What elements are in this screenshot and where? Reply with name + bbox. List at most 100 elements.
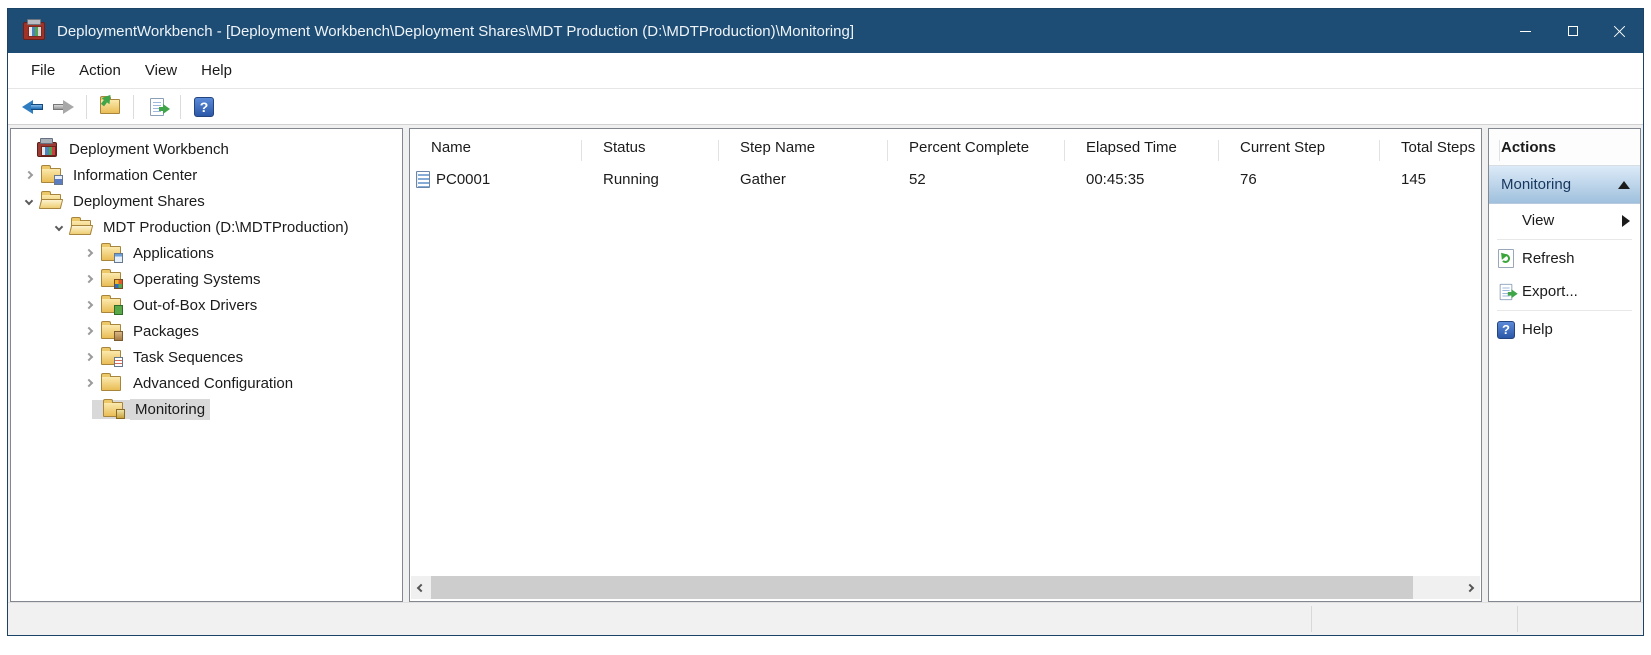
folder-drivers-icon <box>101 294 123 315</box>
tree-item-operating-systems[interactable]: Operating Systems <box>11 266 402 292</box>
refresh-icon <box>1498 249 1514 268</box>
action-view[interactable]: View <box>1489 204 1640 237</box>
action-refresh[interactable]: Refresh <box>1489 242 1640 275</box>
back-button[interactable] <box>18 93 48 121</box>
actions-separator <box>1497 239 1632 240</box>
chevron-right-icon[interactable] <box>84 352 94 362</box>
list-header: Name Status Step Name Percent Complete E… <box>410 129 1500 166</box>
export-icon <box>1499 283 1518 300</box>
folder-packages-icon <box>101 320 123 341</box>
computer-item-icon <box>416 171 430 188</box>
toolbar-separator <box>180 94 181 119</box>
column-header-elapsed-time[interactable]: Elapsed Time <box>1065 129 1219 166</box>
chevron-down-icon[interactable] <box>54 222 64 232</box>
scroll-right-button[interactable] <box>1460 576 1480 599</box>
cell-current-step: 76 <box>1240 171 1257 188</box>
up-one-level-button[interactable] <box>95 91 125 121</box>
cell-elapsed-time: 00:45:35 <box>1086 171 1145 188</box>
folder-plain-icon <box>101 372 121 391</box>
up-folder-icon <box>100 91 120 114</box>
back-arrow-icon <box>21 99 45 114</box>
folder-applications-icon <box>101 242 123 263</box>
scroll-right-icon <box>1465 583 1475 592</box>
open-folder-icon <box>41 190 61 209</box>
scroll-left-button[interactable] <box>411 576 431 599</box>
console-tree-pane: Deployment Workbench Information Center … <box>10 128 403 602</box>
folder-info-icon <box>41 164 63 185</box>
titlebar: DeploymentWorkbench - [Deployment Workbe… <box>8 9 1643 53</box>
menu-file[interactable]: File <box>31 62 56 79</box>
chevron-right-icon[interactable] <box>84 300 94 310</box>
help-button[interactable]: ? <box>189 93 219 121</box>
tree-item-monitoring[interactable]: Monitoring <box>11 396 402 422</box>
scrollbar-thumb[interactable] <box>431 576 1413 599</box>
collapse-group-icon[interactable] <box>1618 180 1630 189</box>
chevron-right-icon[interactable] <box>84 248 94 258</box>
export-list-icon <box>150 97 170 116</box>
actions-pane: Actions Monitoring View Refresh Export..… <box>1488 128 1641 602</box>
column-header-percent-complete[interactable]: Percent Complete <box>888 129 1065 166</box>
folder-os-icon <box>101 268 123 289</box>
deployment-workbench-window: DeploymentWorkbench - [Deployment Workbe… <box>7 8 1644 636</box>
cell-name: PC0001 <box>436 171 491 188</box>
submenu-arrow-icon <box>1622 214 1630 227</box>
toolbar-separator <box>133 94 134 119</box>
workbench-icon <box>37 137 57 157</box>
menu-bar: File Action View Help <box>8 53 1643 89</box>
column-header-current-step[interactable]: Current Step <box>1219 129 1380 166</box>
chevron-right-icon[interactable] <box>24 170 34 180</box>
tree-item-deployment-workbench[interactable]: Deployment Workbench <box>11 136 402 162</box>
cell-status: Running <box>603 171 659 188</box>
actions-separator <box>1497 310 1632 311</box>
scrollbar-track[interactable] <box>431 576 1460 599</box>
close-button[interactable] <box>1596 9 1643 53</box>
chevron-down-icon[interactable] <box>24 196 34 206</box>
chevron-right-icon[interactable] <box>84 378 94 388</box>
maximize-icon <box>1567 26 1578 36</box>
help-icon: ? <box>194 96 214 117</box>
actions-group-monitoring[interactable]: Monitoring <box>1489 166 1640 204</box>
folder-monitoring-icon <box>103 398 125 419</box>
close-icon <box>1614 25 1626 37</box>
open-folder-icon <box>71 216 91 235</box>
actions-pane-title: Actions <box>1489 129 1640 166</box>
scroll-left-icon <box>416 583 426 592</box>
help-icon: ? <box>1497 320 1515 339</box>
mdt-toolbox-icon <box>23 19 45 40</box>
column-header-name[interactable]: Name <box>410 129 582 166</box>
horizontal-scrollbar[interactable] <box>411 576 1480 599</box>
table-row[interactable]: PC0001 Running Gather 52 00:45:35 76 145 <box>410 166 1481 193</box>
export-list-button[interactable] <box>142 93 172 121</box>
column-header-status[interactable]: Status <box>582 129 719 166</box>
menu-action[interactable]: Action <box>79 62 121 79</box>
cell-total-steps: 145 <box>1401 171 1427 188</box>
tree-item-task-sequences[interactable]: Task Sequences <box>11 344 402 370</box>
tree-item-information-center[interactable]: Information Center <box>11 162 402 188</box>
statusbar-separator <box>1517 606 1518 632</box>
tree-item-mdt-production[interactable]: MDT Production (D:\MDTProduction) <box>11 214 402 240</box>
minimize-button[interactable] <box>1502 9 1549 53</box>
minimize-icon <box>1520 30 1531 32</box>
tree-item-packages[interactable]: Packages <box>11 318 402 344</box>
action-help[interactable]: ? Help <box>1489 313 1640 346</box>
results-list-pane: Name Status Step Name Percent Complete E… <box>409 128 1500 602</box>
menu-help[interactable]: Help <box>201 62 232 79</box>
toolbar-separator <box>86 94 87 119</box>
forward-button[interactable] <box>48 93 78 121</box>
cell-percent-complete: 52 <box>909 171 926 188</box>
tree-item-advanced-configuration[interactable]: Advanced Configuration <box>11 370 402 396</box>
status-bar <box>8 602 1643 635</box>
column-header-step-name[interactable]: Step Name <box>719 129 888 166</box>
forward-arrow-icon <box>51 99 75 114</box>
folder-tasks-icon <box>101 346 123 367</box>
toolbar: ? <box>8 89 1643 125</box>
chevron-right-icon[interactable] <box>84 326 94 336</box>
column-header-total-steps[interactable]: Total Steps <box>1380 129 1500 166</box>
menu-view[interactable]: View <box>144 62 178 79</box>
tree-item-applications[interactable]: Applications <box>11 240 402 266</box>
chevron-right-icon[interactable] <box>84 274 94 284</box>
tree-item-deployment-shares[interactable]: Deployment Shares <box>11 188 402 214</box>
tree-item-out-of-box-drivers[interactable]: Out-of-Box Drivers <box>11 292 402 318</box>
action-export[interactable]: Export... <box>1489 275 1640 308</box>
maximize-button[interactable] <box>1549 9 1596 53</box>
